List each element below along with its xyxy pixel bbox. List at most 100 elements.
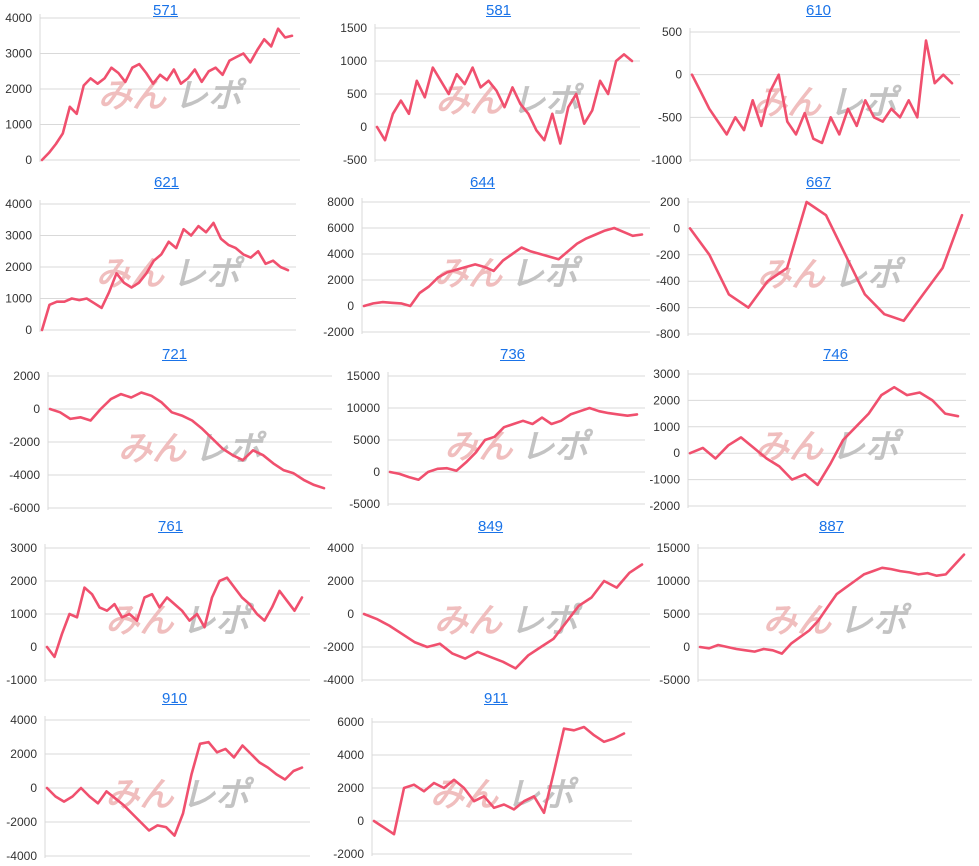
y-tick-label: -400 [656, 274, 680, 288]
chart-panel-849: -4000 -2000 0 2000 4000 みん レポ 849 [320, 516, 660, 688]
watermark-right-text: レポ [510, 255, 583, 293]
y-tick-label: 2000 [327, 273, 354, 287]
y-tick-label: -600 [656, 301, 680, 315]
chart-title-link[interactable]: 571 [153, 2, 179, 19]
watermark-right-text: レポ [831, 428, 904, 466]
y-tick-label: 2000 [13, 369, 40, 383]
y-tick-label: 0 [673, 221, 680, 235]
y-tick-label: 1000 [5, 292, 32, 306]
y-tick-label: -1000 [6, 673, 37, 687]
watermark-logo: みん レポ [434, 602, 583, 640]
y-tick-label: 2000 [653, 393, 680, 407]
chart-title-link[interactable]: 644 [470, 174, 496, 191]
watermark-logo: みん レポ [118, 430, 267, 468]
watermark-left-text: みん [763, 602, 832, 640]
y-tick-label: 4000 [5, 11, 32, 25]
watermark-left-text: みん [434, 602, 503, 640]
y-tick-label: -6000 [9, 501, 40, 515]
chart-title-link[interactable]: 887 [819, 518, 845, 535]
watermark-left-text: みん [98, 77, 167, 115]
series-line [698, 553, 966, 655]
y-tick-label: 4000 [327, 247, 354, 261]
y-tick-label: 1000 [340, 54, 367, 68]
y-tick-label: 0 [373, 465, 380, 479]
y-tick-label: 500 [662, 25, 682, 39]
y-tick-label: 15000 [347, 369, 381, 383]
y-tick-label: -2000 [650, 499, 680, 513]
line-chart: -4000 -2000 0 2000 4000 みん レポ [323, 541, 650, 687]
chart-panel-887: -5000 0 5000 10000 15000 みん レポ 887 [650, 516, 979, 688]
series-line [688, 385, 960, 487]
watermark-logo: みん レポ [436, 82, 585, 120]
y-tick-label: 0 [675, 68, 682, 82]
y-tick-label: 2000 [327, 574, 354, 588]
watermark-right-text: レポ [194, 430, 267, 468]
y-tick-label: -4000 [9, 468, 40, 482]
line-chart: -1000 -500 0 500 みん レポ [651, 25, 960, 167]
y-tick-label: -2000 [6, 815, 37, 829]
y-tick-label: 500 [347, 87, 367, 101]
y-tick-label: 2000 [10, 574, 37, 588]
chart-title-link[interactable]: 910 [162, 690, 188, 707]
chart-panel-644: -2000 0 2000 4000 6000 8000 みん レポ 644 [320, 172, 660, 344]
series-line [375, 53, 634, 145]
watermark-right-text: レポ [833, 256, 906, 294]
series-line [48, 391, 326, 490]
chart-title-link[interactable]: 736 [500, 346, 526, 363]
y-tick-label: -1000 [650, 473, 680, 487]
y-tick-label: 1000 [653, 420, 680, 434]
series-line [40, 221, 290, 332]
watermark-left-text: みん [430, 776, 499, 814]
chart-title-link[interactable]: 761 [158, 518, 184, 535]
y-tick-label: 0 [30, 781, 37, 795]
watermark-right-text: レポ [506, 776, 579, 814]
y-tick-label: 4000 [5, 197, 32, 211]
chart-title-link[interactable]: 610 [806, 2, 832, 19]
watermark-right-text: レポ [182, 776, 255, 814]
y-tick-label: -1000 [651, 153, 682, 167]
chart-panel-621: 0 1000 2000 3000 4000 みん レポ 621 [0, 172, 320, 344]
chart-title-link[interactable]: 621 [154, 174, 180, 191]
y-tick-label: 0 [357, 814, 364, 828]
series-line [40, 27, 294, 162]
line-chart: -2000 0 2000 4000 6000 8000 みん レポ [323, 195, 650, 339]
y-tick-label: 0 [683, 640, 690, 654]
chart-panel-610: -1000 -500 0 500 みん レポ 610 [650, 0, 979, 172]
y-tick-label: 2000 [5, 82, 32, 96]
chart-title-link[interactable]: 911 [484, 690, 508, 707]
y-tick-label: 3000 [653, 367, 680, 381]
y-tick-label: -200 [656, 248, 680, 262]
y-tick-label: 4000 [10, 713, 37, 727]
chart-title-link[interactable]: 721 [162, 346, 188, 363]
y-tick-label: 2000 [10, 747, 37, 761]
series-line [688, 200, 964, 323]
series-line [388, 406, 639, 481]
chart-title-link[interactable]: 849 [478, 518, 504, 535]
y-tick-label: -500 [658, 110, 682, 124]
y-tick-label: 0 [360, 120, 367, 134]
series-line [362, 226, 644, 308]
watermark-logo: みん レポ [753, 84, 902, 122]
series-line [45, 576, 304, 659]
y-tick-label: 0 [347, 299, 354, 313]
watermark-left-text: みん [106, 776, 175, 814]
chart-title-link[interactable]: 667 [806, 174, 832, 191]
watermark-left-text: みん [118, 430, 187, 468]
chart-panel-910: -4000 -2000 0 2000 4000 みん レポ 910 [0, 688, 320, 866]
y-tick-label: 1000 [5, 118, 32, 132]
y-tick-label: 10000 [347, 401, 381, 415]
line-chart: -500 0 500 1000 1500 みん レポ [340, 21, 640, 167]
chart-title-link[interactable]: 746 [823, 346, 849, 363]
y-tick-label: 0 [25, 323, 32, 337]
y-tick-label: 1500 [340, 21, 367, 35]
chart-title-link[interactable]: 581 [486, 2, 512, 19]
y-tick-label: 5000 [663, 607, 690, 621]
watermark-right-text: レポ [172, 255, 245, 293]
chart-panel-571: 0 1000 2000 3000 4000 みん レポ 571 [0, 0, 320, 172]
series-line [372, 725, 626, 836]
chart-panel-911: -2000 0 2000 4000 6000 みん レポ 911 [320, 688, 660, 866]
y-tick-label: -2000 [323, 640, 354, 654]
y-tick-label: -2000 [9, 435, 40, 449]
watermark-right-text: レポ [512, 82, 585, 120]
